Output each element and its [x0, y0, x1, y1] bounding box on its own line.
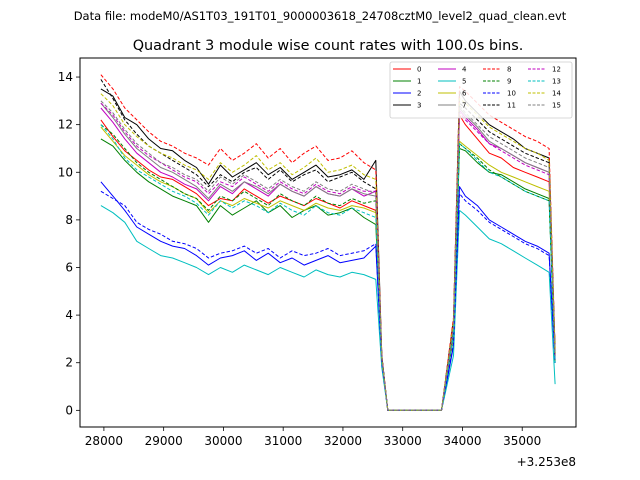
y-tick-label: 14: [58, 70, 73, 84]
x-tick-label: 31000: [264, 434, 302, 448]
legend-label-3: 3: [417, 102, 421, 110]
series-line-2: [100, 181, 556, 411]
y-tick-label: 0: [65, 403, 73, 417]
series-line-7: [100, 102, 556, 411]
legend-label-9: 9: [507, 78, 511, 86]
legend-label-1: 1: [417, 78, 421, 86]
legend-label-12: 12: [552, 66, 561, 74]
series-line-10: [100, 190, 556, 411]
series-line-11: [100, 79, 556, 411]
series-line-14: [100, 93, 556, 411]
y-tick-label: 12: [58, 118, 73, 132]
series-line-5: [100, 205, 556, 411]
x-tick-label: 32000: [324, 434, 362, 448]
x-offset-label: +3.253e8: [517, 455, 576, 469]
x-tick-label: 29000: [145, 434, 183, 448]
series-line-6: [100, 126, 556, 411]
series-line-13: [100, 124, 556, 411]
y-tick-label: 2: [65, 356, 73, 370]
y-tick-label: 4: [65, 308, 73, 322]
series-line-3: [100, 88, 556, 411]
legend-frame: [389, 61, 573, 119]
series-line-12: [100, 102, 556, 411]
x-tick-label: 35000: [503, 434, 541, 448]
x-axis: 28000 29000 30000 31000 32000 33000 34000 35000: [85, 427, 541, 448]
x-tick-label: 33000: [384, 434, 422, 448]
y-axis: 0 2 4 6 8 10 12 14: [58, 70, 80, 417]
legend-label-7: 7: [462, 102, 466, 110]
legend-label-8: 8: [507, 66, 511, 74]
legend-label-10: 10: [507, 90, 516, 98]
legend-label-15: 15: [552, 102, 561, 110]
chart-title: Quadrant 3 module wise count rates with …: [133, 38, 524, 54]
legend-label-6: 6: [462, 90, 467, 98]
y-tick-label: 8: [65, 213, 73, 227]
x-tick-label: 28000: [85, 434, 123, 448]
y-tick-label: 10: [58, 165, 73, 179]
legend-label-14: 14: [552, 90, 561, 98]
plot-frame: [79, 57, 577, 428]
series-line-4: [100, 107, 556, 411]
legend-label-5: 5: [462, 78, 466, 86]
legend-label-11: 11: [507, 102, 516, 110]
legend-label-13: 13: [552, 78, 561, 86]
chart-suptitle: Data file: modeM0/AS1T03_191T01_90000036…: [74, 9, 567, 23]
y-tick-label: 6: [65, 260, 73, 274]
legend-label-4: 4: [462, 66, 467, 74]
legend-label-0: 0: [417, 66, 421, 74]
plot-area: [100, 74, 556, 411]
x-tick-label: 34000: [443, 434, 481, 448]
series-line-9: [100, 124, 556, 411]
legend-label-2: 2: [417, 90, 421, 98]
x-tick-label: 30000: [204, 434, 242, 448]
series-line-15: [100, 100, 556, 411]
series-line-0: [100, 114, 556, 411]
